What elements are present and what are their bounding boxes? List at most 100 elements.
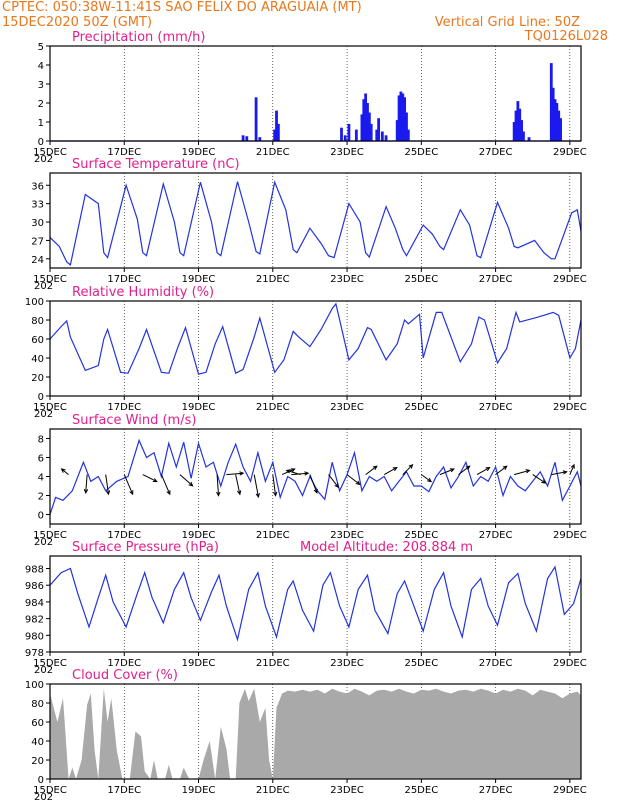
wind-arrow-shaft <box>402 464 413 475</box>
precip-bar <box>397 95 401 141</box>
precip-bar <box>254 97 258 141</box>
x-tick-label: 29DEC <box>553 785 587 796</box>
x-tick-label: 27DEC <box>479 147 513 158</box>
x-year-fragment: 202 <box>34 281 53 292</box>
wind-arrow <box>458 465 471 476</box>
wind-arrow <box>60 468 69 475</box>
precip-bar <box>273 129 277 141</box>
wind-arrow-head <box>392 467 398 472</box>
y-tick-label: 984 <box>25 598 44 609</box>
x-tick-label: 15DEC <box>33 402 67 413</box>
x-tick-label: 25DEC <box>404 658 438 669</box>
wind-arrow <box>123 474 134 496</box>
precip-bar <box>527 137 531 141</box>
panel-title: Cloud Cover (%) <box>72 668 178 683</box>
precip-bar <box>518 108 522 141</box>
wind-arrow-head <box>290 468 296 473</box>
y-tick-label: 40 <box>31 737 44 748</box>
y-tick-label: 100 <box>25 680 44 691</box>
panel-title: Surface Temperature (nC) <box>72 157 240 172</box>
precip-bar <box>380 131 384 141</box>
wind-arrow-head <box>60 468 66 473</box>
wind-arrow-shaft <box>551 471 567 476</box>
x-tick-label: 23DEC <box>330 785 364 796</box>
wind-arrow <box>365 465 378 476</box>
x-year-fragment: 202 <box>34 154 53 165</box>
x-year-fragment: 202 <box>34 409 53 420</box>
precip-bar <box>364 93 368 141</box>
wind-arrow-head <box>427 477 433 483</box>
x-year-fragment: 202 <box>34 537 53 548</box>
wind-arrow-head <box>237 490 242 496</box>
panel-0: 0 1 2 3 4 5 15DEC 17DEC 19DEC 21DEC 23DEC 25DEC 27DE… <box>33 30 587 165</box>
y-tick-label: 36 <box>31 181 44 192</box>
wind-arrow-shaft <box>61 468 69 475</box>
series-line <box>49 438 582 515</box>
wind-arrow <box>532 474 547 484</box>
y-tick-label: 20 <box>31 373 44 384</box>
y-tick-label: 988 <box>25 565 44 576</box>
wind-arrow-shaft <box>253 474 259 498</box>
precip-bar <box>362 99 366 141</box>
x-tick-label: 21DEC <box>256 402 290 413</box>
panel-frame <box>49 428 582 525</box>
precip-bar <box>514 110 518 141</box>
wind-arrow-shaft <box>142 474 158 483</box>
x-tick-label: 23DEC <box>330 530 364 541</box>
precip-bar <box>276 123 280 141</box>
wind-arrow-shaft <box>309 474 318 493</box>
panel-frame <box>49 683 582 780</box>
wind-arrow-head <box>313 488 318 494</box>
x-tick-label: 21DEC <box>256 147 290 158</box>
x-tick-label: 15DEC <box>33 274 67 285</box>
x-tick-label: 15DEC <box>33 658 67 669</box>
wind-arrow-shaft <box>346 474 360 485</box>
wind-arrow-head <box>166 490 171 496</box>
x-tick-label: 29DEC <box>553 658 587 669</box>
wind-arrow-shaft <box>85 474 88 493</box>
x-tick-label: 25DEC <box>404 274 438 285</box>
x-tick-label: 25DEC <box>404 530 438 541</box>
wind-arrow <box>179 474 194 487</box>
panel-frame <box>49 172 582 269</box>
x-tick-label: 15DEC <box>33 530 67 541</box>
x-tick-label: 19DEC <box>182 274 216 285</box>
precip-bar <box>403 97 407 141</box>
wind-arrow-head <box>465 465 471 470</box>
x-tick-label: 17DEC <box>107 785 141 796</box>
x-tick-label: 17DEC <box>107 402 141 413</box>
panel-frame <box>49 45 582 142</box>
wind-arrow-head <box>541 479 547 484</box>
header-grid-line: Vertical Grid Line: 50Z <box>435 15 580 30</box>
y-tick-label: 24 <box>31 255 44 266</box>
x-tick-label: 25DEC <box>404 147 438 158</box>
precip-bar <box>367 112 371 141</box>
wind-arrow <box>105 474 111 496</box>
panels: 0 1 2 3 4 5 15DEC 17DEC 19DEC 21DEC 23DEC 25DEC 27DE… <box>25 30 587 800</box>
wind-arrow-head <box>372 465 378 470</box>
wind-arrow-shaft <box>286 469 301 476</box>
series-line <box>49 302 582 375</box>
y-tick-label: 27 <box>31 236 44 247</box>
wind-arrow-head <box>525 469 531 474</box>
wind-arrow <box>514 469 531 476</box>
header-station: CPTEC: 050:38W-11:41S SAO FELIX DO ARAGU… <box>2 0 362 15</box>
y-tick-label: 980 <box>25 631 44 642</box>
series-line <box>49 565 582 642</box>
wind-arrow <box>439 468 455 476</box>
x-tick-label: 29DEC <box>553 530 587 541</box>
x-tick-label: 17DEC <box>107 147 141 158</box>
y-tick-label: 2 <box>38 99 44 110</box>
precip-bar <box>559 118 562 141</box>
wind-arrow <box>253 474 260 499</box>
x-tick-label: 27DEC <box>479 785 513 796</box>
x-tick-label: 15DEC <box>33 147 67 158</box>
y-tick-label: 40 <box>31 354 44 365</box>
x-tick-label: 21DEC <box>256 658 290 669</box>
y-tick-label: 4 <box>38 61 44 72</box>
precip-bar <box>241 135 245 141</box>
precip-bar <box>405 112 408 141</box>
panel-frame <box>49 300 582 397</box>
wind-arrow <box>226 471 245 476</box>
